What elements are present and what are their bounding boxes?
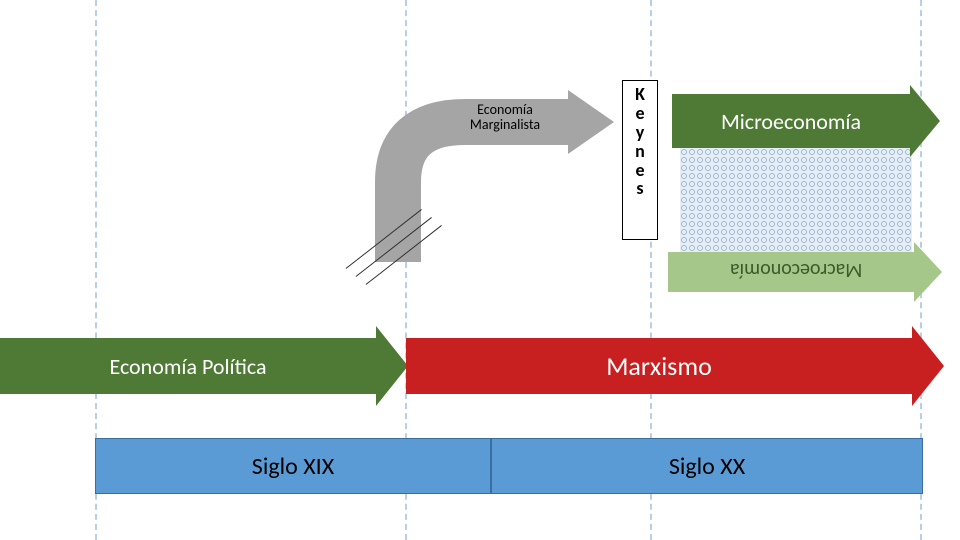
siglo-xix-label: Siglo XIX xyxy=(252,452,334,481)
economia-politica-arrow: Economía Política xyxy=(0,338,408,394)
siglo-xix-box: Siglo XIX xyxy=(95,438,491,494)
microeconomia-label: Microeconomía xyxy=(721,108,861,135)
marginalista-label: Economía Marginalista xyxy=(460,102,550,133)
siglo-xx-label: Siglo XX xyxy=(669,452,745,481)
macroeconomia-label: Macroeconomía xyxy=(730,258,862,282)
marginalista-line1: Economía xyxy=(460,102,550,117)
marxismo-label: Marxismo xyxy=(606,350,712,382)
siglo-xx-box: Siglo XX xyxy=(491,438,923,494)
keynes-s: s xyxy=(636,179,643,198)
keynes-box: K e y n e s xyxy=(622,80,658,240)
keynes-n: n xyxy=(635,142,645,161)
economia-politica-label: Economía Política xyxy=(110,353,267,380)
keynes-e1: e xyxy=(635,104,644,123)
keynes-y: y xyxy=(636,123,645,142)
microeconomia-arrow: Microeconomía xyxy=(672,94,940,148)
marginalista-line2: Marginalista xyxy=(460,117,550,132)
marxismo-arrow: Marxismo xyxy=(406,338,944,394)
